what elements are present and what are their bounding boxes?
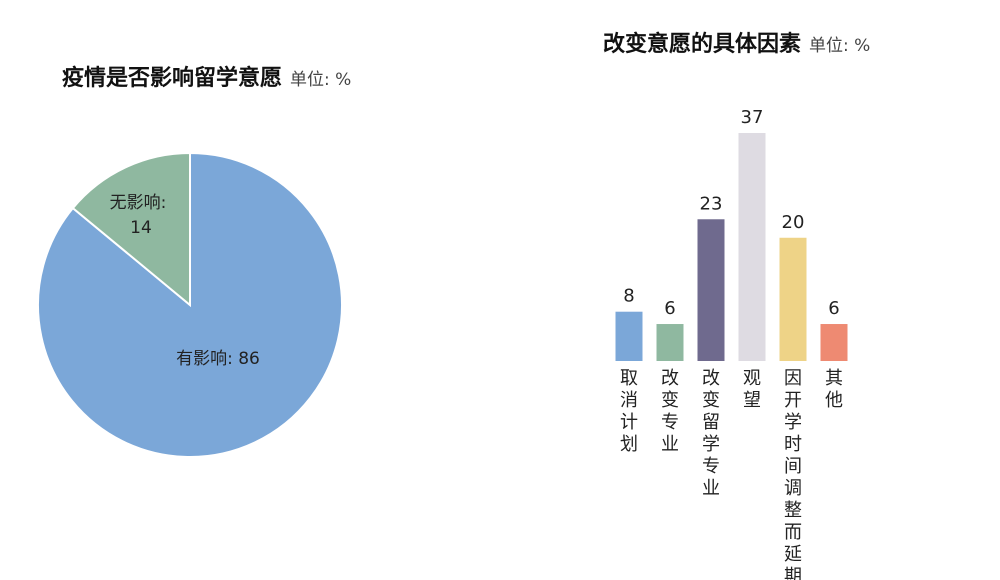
- bar-1: [656, 324, 684, 361]
- bar-chart-title-text: 改变意愿的具体因素: [603, 32, 802, 57]
- bar-4: [779, 237, 807, 361]
- bar-category-4: 因开学时间调整而延期: [784, 368, 802, 580]
- pie-chart-title: 疫情是否影响留学意愿 单位: %: [62, 60, 351, 92]
- pie-label-1: 无影响:: [110, 193, 167, 213]
- bar-0: [615, 311, 643, 361]
- bar-chart-title: 改变意愿的具体因素 单位: %: [603, 26, 870, 58]
- bar-3: [738, 133, 766, 361]
- pie-slice-0: [37, 151, 343, 458]
- bar-value-0: 8: [623, 286, 634, 307]
- bar-value-1: 6: [664, 298, 675, 319]
- pie-chart-unit: 单位: %: [290, 70, 352, 90]
- bar-category-3: 观望: [743, 368, 761, 411]
- pie-label-1-value: 14: [130, 218, 152, 238]
- bar-category-2: 改变留学专业: [702, 368, 720, 499]
- bar-value-4: 20: [782, 212, 805, 233]
- pie-label-0: 有影响: 86: [176, 349, 260, 369]
- bar-value-5: 6: [828, 298, 839, 319]
- bar-5: [820, 324, 848, 361]
- pie-slice-1: [71, 151, 191, 308]
- bar-chart-unit: 单位: %: [809, 36, 871, 56]
- pie-chart-title-text: 疫情是否影响留学意愿: [62, 66, 283, 91]
- bar-2: [697, 219, 725, 361]
- bar-category-5: 其他: [825, 368, 843, 411]
- bar-category-0: 取消计划: [620, 368, 638, 455]
- bar-category-1: 改变专业: [661, 368, 679, 455]
- bar-value-2: 23: [700, 193, 723, 214]
- bar-value-3: 37: [741, 107, 764, 128]
